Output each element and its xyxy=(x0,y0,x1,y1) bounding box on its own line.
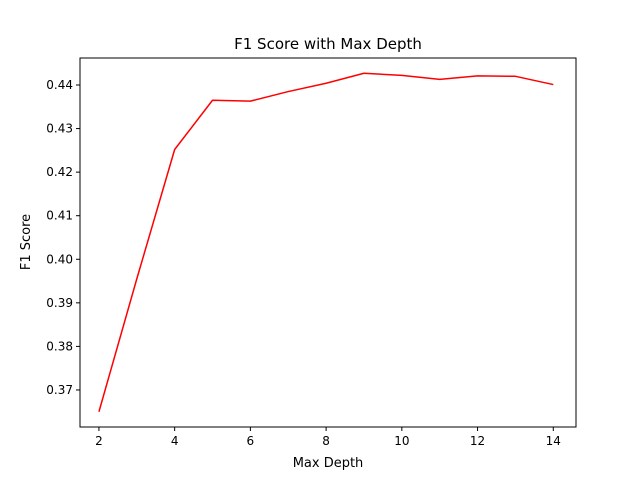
x-tick-label: 10 xyxy=(394,434,409,448)
x-tick-label: 4 xyxy=(171,434,179,448)
y-tick-label: 0.38 xyxy=(46,339,73,353)
chart-title: F1 Score with Max Depth xyxy=(234,35,422,53)
y-axis-ticks: 0.37 0.38 0.39 0.40 0.41 0.42 0.43 0.44 xyxy=(46,78,80,397)
x-tick-label: 12 xyxy=(470,434,485,448)
x-tick-label: 6 xyxy=(247,434,255,448)
series-line xyxy=(98,72,554,412)
plot-frame xyxy=(79,57,577,428)
series-layer xyxy=(98,72,554,412)
y-axis-label: F1 Score xyxy=(19,214,34,270)
y-tick-label: 0.44 xyxy=(46,78,73,92)
x-tick-label: 2 xyxy=(95,434,103,448)
y-tick-label: 0.42 xyxy=(46,165,73,179)
y-tick-label: 0.37 xyxy=(46,383,73,397)
y-tick-label: 0.41 xyxy=(46,209,73,223)
y-tick-label: 0.43 xyxy=(46,122,73,136)
y-tick-label: 0.40 xyxy=(46,252,73,266)
x-tick-label: 14 xyxy=(546,434,561,448)
x-axis-label: Max Depth xyxy=(293,456,364,471)
x-axis-ticks: 2 4 6 8 10 12 14 xyxy=(95,427,561,448)
x-tick-label: 8 xyxy=(322,434,330,448)
y-tick-label: 0.39 xyxy=(46,296,73,310)
plot-area xyxy=(80,58,576,427)
